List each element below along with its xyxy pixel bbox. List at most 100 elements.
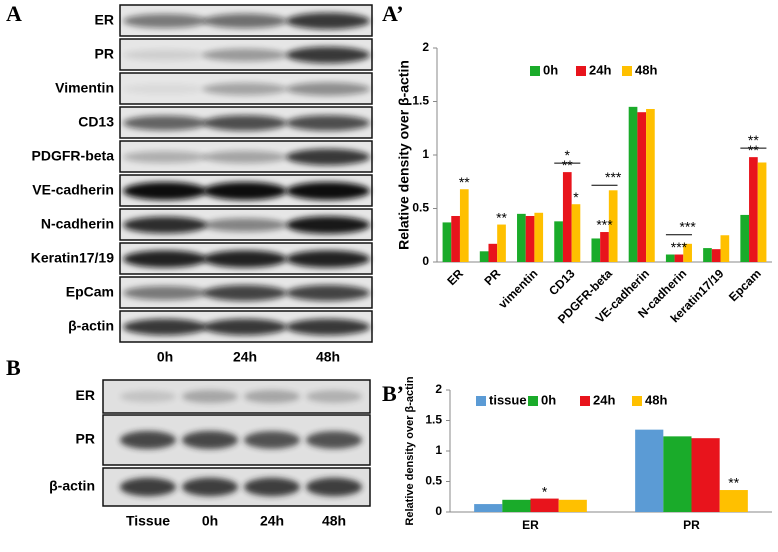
blot-band bbox=[203, 13, 287, 29]
legend-swatch bbox=[476, 396, 486, 406]
bar bbox=[562, 172, 572, 262]
significance-label: * bbox=[573, 189, 579, 205]
y-tick-label: 1.5 bbox=[412, 94, 429, 108]
significance-label: *** bbox=[671, 239, 688, 255]
blot-band bbox=[123, 182, 207, 200]
bar bbox=[558, 499, 587, 512]
bar bbox=[488, 243, 498, 262]
bar bbox=[646, 108, 655, 263]
legend-label: 0h bbox=[541, 392, 556, 407]
legend-label: 48h bbox=[635, 62, 657, 77]
significance-label: ** bbox=[496, 209, 507, 225]
blot-band bbox=[182, 431, 238, 449]
blot-lane-label: Tissue bbox=[126, 513, 170, 529]
blot-band bbox=[203, 150, 287, 164]
x-tick-label: PR bbox=[683, 518, 700, 532]
significance-label: ** bbox=[562, 157, 573, 173]
blot-row-label: PR bbox=[76, 431, 95, 447]
x-tick-label: ER bbox=[444, 266, 466, 288]
blot-band bbox=[203, 182, 287, 200]
blot-lane-label: 0h bbox=[157, 349, 173, 365]
blot-row-label: β-actin bbox=[68, 318, 114, 334]
bar bbox=[530, 498, 559, 512]
bar bbox=[691, 438, 720, 512]
x-tick-label: vimentin bbox=[496, 266, 541, 311]
x-tick-label: PR bbox=[482, 266, 504, 288]
y-tick-label: 0 bbox=[422, 254, 429, 268]
panel-label: B’ bbox=[382, 381, 404, 406]
blot-band bbox=[286, 285, 370, 301]
significance-label: * bbox=[542, 483, 548, 499]
blot-band bbox=[182, 390, 238, 403]
bar bbox=[459, 189, 469, 262]
legend-label: tissue bbox=[489, 392, 527, 407]
blot-lane-label: 48h bbox=[322, 513, 346, 529]
y-tick-label: 1 bbox=[422, 147, 429, 161]
bar bbox=[534, 212, 544, 262]
bar bbox=[711, 249, 721, 262]
blot-band bbox=[120, 477, 176, 497]
blot-band bbox=[182, 477, 238, 497]
bar bbox=[663, 436, 692, 512]
blot-band bbox=[203, 115, 287, 131]
blot-row-label: Keratin17/19 bbox=[31, 250, 114, 266]
blot-band bbox=[286, 250, 370, 268]
panel-label: A bbox=[6, 1, 22, 26]
bar bbox=[571, 204, 581, 262]
significance-label: ** bbox=[459, 174, 470, 190]
legend-label: 48h bbox=[645, 392, 667, 407]
significance-label: ** bbox=[748, 132, 759, 148]
panel-label: A’ bbox=[382, 1, 404, 26]
y-tick-label: 0 bbox=[435, 504, 442, 518]
bar bbox=[749, 157, 758, 262]
blot-row-label: N-cadherin bbox=[41, 216, 114, 232]
bar bbox=[451, 215, 460, 262]
bar bbox=[719, 490, 748, 512]
significance-label: *** bbox=[605, 169, 622, 185]
blot-band bbox=[244, 431, 300, 449]
bar bbox=[674, 254, 684, 262]
blot-row-label: PR bbox=[95, 46, 114, 62]
blot-lane-label: 48h bbox=[316, 349, 340, 365]
blot-band bbox=[123, 115, 207, 131]
bar bbox=[525, 215, 535, 262]
blot-band bbox=[123, 83, 207, 95]
y-tick-label: 1 bbox=[435, 443, 442, 457]
x-tick-label: ER bbox=[522, 518, 539, 532]
y-tick-label: 2 bbox=[422, 40, 429, 54]
legend-label: 24h bbox=[593, 392, 615, 407]
y-tick-label: 1.5 bbox=[425, 413, 442, 427]
y-axis-label: Relative density over β-actin bbox=[396, 60, 412, 250]
blot-row-label: β-actin bbox=[49, 478, 95, 494]
blot-band bbox=[123, 14, 207, 28]
bar bbox=[608, 190, 618, 262]
blot-band bbox=[120, 431, 176, 449]
blot-row-label: CD13 bbox=[78, 114, 114, 130]
blot-row-label: ER bbox=[95, 12, 114, 28]
legend-swatch bbox=[528, 396, 538, 406]
bar bbox=[720, 235, 730, 262]
blot-band bbox=[203, 285, 287, 301]
blot-band bbox=[286, 46, 370, 64]
blot-band bbox=[286, 12, 370, 30]
blot-row-label: EpCam bbox=[66, 284, 114, 300]
bar bbox=[442, 222, 452, 262]
bar bbox=[637, 112, 647, 262]
bar bbox=[502, 499, 531, 512]
bar bbox=[591, 238, 601, 262]
panel-label: B bbox=[6, 355, 21, 380]
blot-band bbox=[123, 216, 207, 234]
bar bbox=[497, 224, 506, 262]
legend-swatch bbox=[632, 396, 642, 406]
blot-band bbox=[286, 318, 370, 336]
bar bbox=[740, 214, 750, 262]
blot-lane-label: 24h bbox=[260, 513, 284, 529]
x-tick-label: CD13 bbox=[546, 266, 578, 298]
y-tick-label: 0.5 bbox=[425, 474, 442, 488]
bar bbox=[628, 106, 638, 262]
bar bbox=[517, 213, 526, 262]
blot-band bbox=[123, 151, 207, 163]
blot-band bbox=[123, 318, 207, 336]
blot-row-label: Vimentin bbox=[55, 80, 114, 96]
